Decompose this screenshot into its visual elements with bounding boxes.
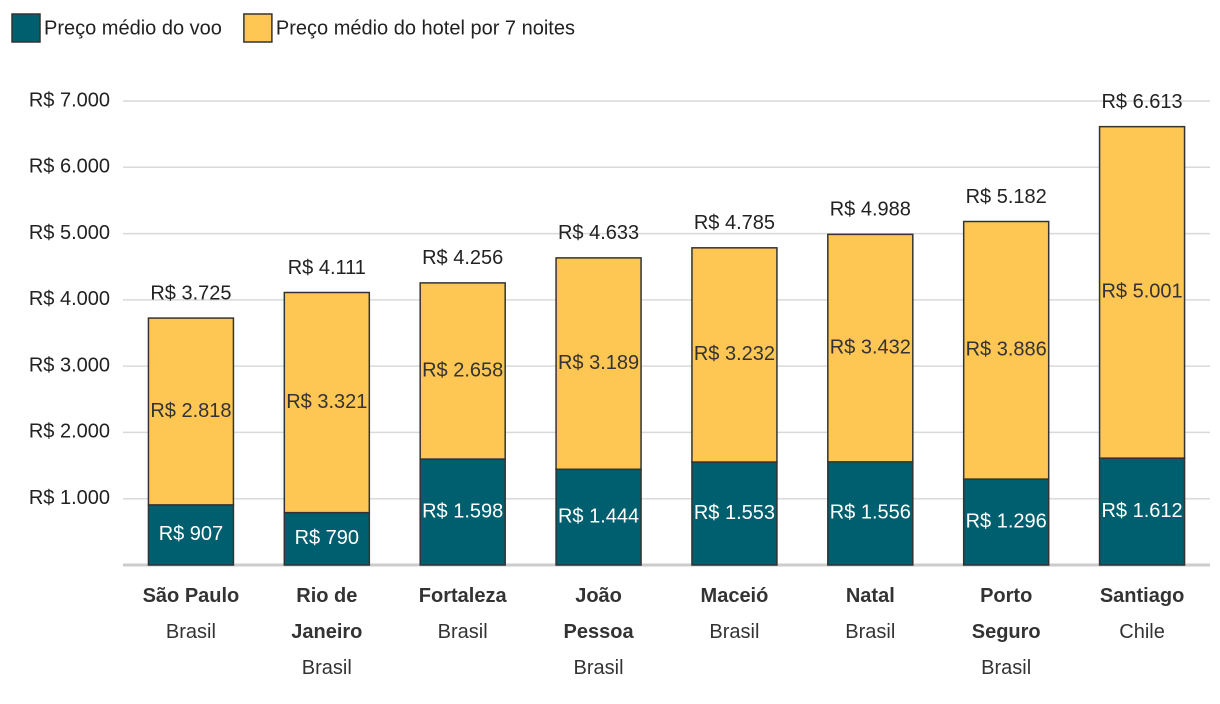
x-tick-label: Santiago Chile xyxy=(1082,578,1202,650)
value-label: R$ 1.444 xyxy=(558,505,639,527)
city: Fortaleza xyxy=(418,585,507,607)
legend-label: Preço médio do voo xyxy=(44,17,222,39)
bar-segment xyxy=(419,458,506,566)
bar-segment xyxy=(1098,125,1186,459)
bar-segment xyxy=(691,461,778,566)
x-tick-label: Fortaleza Brasil xyxy=(403,578,523,650)
legend-swatch xyxy=(11,13,41,43)
country: Chile xyxy=(1119,621,1165,643)
total-label: R$ 6.613 xyxy=(1101,91,1182,113)
bar-segment xyxy=(962,478,1050,566)
city: Santiago xyxy=(1099,585,1185,607)
country: Brasil xyxy=(845,621,896,643)
value-label: R$ 1.556 xyxy=(830,502,911,524)
value-label: R$ 3.432 xyxy=(830,336,911,358)
city: João Pessoa xyxy=(563,585,634,643)
bar-segment xyxy=(147,504,235,566)
total-label: R$ 4.633 xyxy=(558,222,639,244)
city: Rio de Janeiro xyxy=(291,585,363,643)
y-tick-label: R$ 3.000 xyxy=(29,354,110,376)
bar-segment xyxy=(555,468,642,566)
x-tick-label: Natal Brasil xyxy=(810,578,930,650)
value-label: R$ 3.189 xyxy=(558,352,639,374)
y-tick-label: R$ 5.000 xyxy=(29,222,110,244)
total-label: R$ 4.256 xyxy=(422,247,503,269)
city: São Paulo xyxy=(142,585,240,607)
total-label: R$ 4.988 xyxy=(830,199,911,221)
country: Brasil xyxy=(165,621,216,643)
bar-segment xyxy=(283,511,371,566)
bar-segment xyxy=(419,282,506,460)
value-label: R$ 2.658 xyxy=(422,359,503,381)
x-tick-label: João Pessoa Brasil xyxy=(539,578,659,686)
y-tick-label: R$ 2.000 xyxy=(29,421,110,443)
x-tick-label: Rio de Janeiro Brasil xyxy=(267,578,387,686)
x-tick-label: Maceió Brasil xyxy=(674,578,794,650)
country: Brasil xyxy=(301,657,352,679)
value-label: R$ 1.553 xyxy=(694,502,775,524)
value-label: R$ 3.321 xyxy=(286,391,367,413)
total-label: R$ 4.111 xyxy=(288,257,366,279)
country: Brasil xyxy=(437,621,488,643)
value-label: R$ 1.296 xyxy=(966,510,1047,532)
bar-segment xyxy=(962,220,1050,480)
total-label: R$ 5.182 xyxy=(966,186,1047,208)
bar-segment xyxy=(827,461,914,566)
value-label: R$ 1.598 xyxy=(422,500,503,522)
x-tick-label: São Paulo Brasil xyxy=(131,578,251,650)
city: Porto Seguro xyxy=(971,585,1041,643)
total-label: R$ 3.725 xyxy=(150,282,231,304)
value-label: R$ 1.612 xyxy=(1101,500,1182,522)
bar-segment xyxy=(1098,457,1186,566)
bar-segment xyxy=(827,233,914,463)
bar-segment xyxy=(555,257,642,471)
legend-swatch xyxy=(243,13,273,43)
bar-segment xyxy=(691,247,778,463)
city: Maceió xyxy=(700,585,769,607)
value-label: R$ 907 xyxy=(159,523,224,545)
city: Natal xyxy=(845,585,895,607)
y-tick-label: R$ 4.000 xyxy=(29,288,110,310)
value-label: R$ 790 xyxy=(295,527,360,549)
value-label: R$ 2.818 xyxy=(150,400,231,422)
y-tick-label: R$ 6.000 xyxy=(29,156,110,178)
value-label: R$ 5.001 xyxy=(1101,281,1182,303)
legend-label: Preço médio do hotel por 7 noites xyxy=(276,17,575,39)
country: Brasil xyxy=(709,621,760,643)
y-tick-label: R$ 7.000 xyxy=(29,89,110,111)
x-tick-label: Porto Seguro Brasil xyxy=(946,578,1066,686)
value-label: R$ 3.232 xyxy=(694,343,775,365)
bar-segment xyxy=(283,291,371,514)
bar-segment xyxy=(147,317,235,506)
value-label: R$ 3.886 xyxy=(966,339,1047,361)
y-tick-label: R$ 1.000 xyxy=(29,487,110,509)
country: Brasil xyxy=(573,657,624,679)
total-label: R$ 4.785 xyxy=(694,212,775,234)
country: Brasil xyxy=(981,657,1032,679)
